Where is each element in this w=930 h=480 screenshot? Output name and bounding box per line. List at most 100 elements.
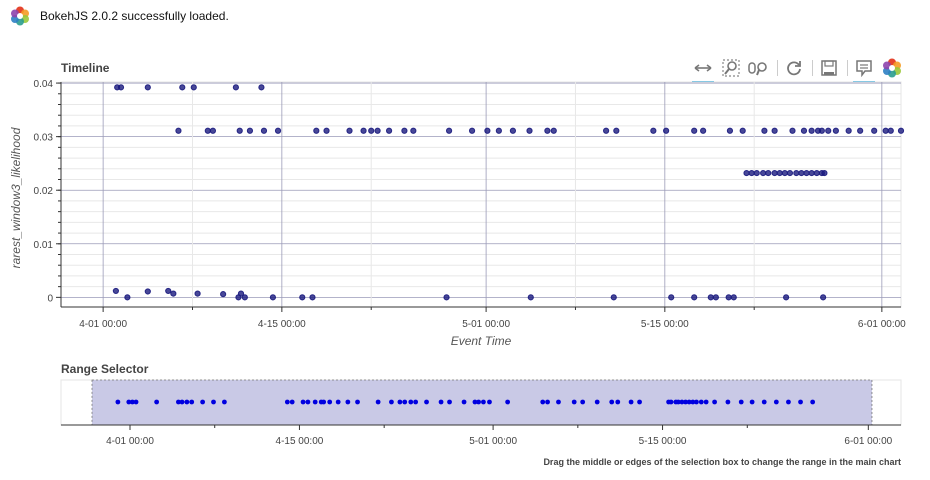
timeline-point <box>175 127 182 134</box>
range-selector-point <box>461 399 467 405</box>
timeline-point <box>368 127 375 134</box>
timeline-point <box>323 127 330 134</box>
range-selector-point <box>683 399 688 405</box>
timeline-point <box>793 169 800 177</box>
range-selector-point <box>571 399 577 405</box>
bokeh-logo-icon <box>883 58 901 78</box>
timeline-point <box>527 294 534 301</box>
range-selector-point <box>130 399 135 405</box>
timeline-point <box>346 127 353 134</box>
reset-tool[interactable] <box>781 55 807 81</box>
timeline-point <box>269 294 277 301</box>
range-selector-point <box>738 399 744 405</box>
range-selector-point <box>408 399 414 405</box>
timeline-point <box>112 287 119 295</box>
timeline-point <box>786 169 794 177</box>
range-selector-point <box>698 399 704 405</box>
timeline-point <box>691 127 698 134</box>
timeline-point <box>236 127 243 134</box>
timeline-point <box>765 169 772 177</box>
plot-toolbar <box>690 54 907 83</box>
range-selector-point <box>154 399 160 405</box>
timeline-point <box>603 127 610 134</box>
toolbar-divider <box>812 60 813 76</box>
range-selector-point <box>810 399 816 405</box>
timeline-point <box>798 169 805 177</box>
timeline-title: Timeline <box>61 61 110 75</box>
timeline-point <box>663 127 670 134</box>
range-selector-point <box>345 399 351 405</box>
range-selector-point <box>375 399 381 405</box>
bokeh-logo-link[interactable] <box>879 55 905 81</box>
range-selector-point <box>505 399 511 405</box>
timeline-point <box>610 294 617 301</box>
range-selector-point <box>761 399 767 405</box>
range-selector-title: Range Selector <box>61 362 149 376</box>
range-selector-point <box>690 399 696 405</box>
box-zoom-tool[interactable] <box>718 55 744 81</box>
timeline-point <box>691 294 698 301</box>
timeline-point <box>258 84 265 91</box>
timeline-point <box>246 127 254 134</box>
timeline-point <box>668 294 675 301</box>
range-selector-point <box>355 399 360 405</box>
timeline-axes: 4-01 00:00 4-15 00:00 5-01 00:00 5-15 00:00… <box>34 79 907 330</box>
timeline-point <box>117 84 125 91</box>
timeline-point <box>170 290 177 297</box>
timeline-point <box>385 127 393 134</box>
timeline-point <box>550 127 557 134</box>
wheel-zoom-tool[interactable] <box>746 55 772 81</box>
timeline-plot-area <box>60 81 902 308</box>
range-selector-point <box>200 399 206 405</box>
timeline-y-tick-label: 0.02 <box>34 186 54 197</box>
timeline-point <box>726 127 734 134</box>
range-selector-point <box>594 399 600 405</box>
timeline-point <box>818 127 825 134</box>
timeline-x-tick-label: 5-01 00:00 <box>462 319 510 330</box>
timeline-point <box>783 294 790 301</box>
timeline-point <box>260 127 268 134</box>
toolbar-divider <box>847 60 848 76</box>
timeline-point <box>887 127 894 134</box>
range-selector-point <box>487 399 492 405</box>
range-selector-point <box>189 399 195 405</box>
wheel-zoom-icon <box>748 62 767 76</box>
range-selector-point <box>725 399 731 405</box>
timeline-point <box>495 127 502 134</box>
timeline-point <box>771 169 778 177</box>
timeline-point <box>771 127 778 134</box>
timeline-point <box>443 294 450 301</box>
timeline-point <box>739 127 746 134</box>
range-selector-x-tick-label: 4-01 00:00 <box>106 436 154 447</box>
range-selector-point <box>668 399 674 405</box>
timeline-point <box>360 127 367 134</box>
range-selector-point <box>327 399 333 405</box>
range-selector-point <box>481 399 486 405</box>
range-selector-x-tick-label: 6-01 00:00 <box>844 436 892 447</box>
timeline-point <box>761 127 768 134</box>
range-selector-point <box>773 399 779 405</box>
timeline-point <box>241 294 248 301</box>
timeline-point <box>743 169 750 177</box>
timeline-point <box>748 169 755 177</box>
timeline-point <box>808 127 815 134</box>
timeline-point <box>144 84 151 91</box>
range-selector-point <box>397 399 403 405</box>
range-selector-chart[interactable]: 4-01 00:00 4-15 00:00 5-01 00:00 5-15 00:00… <box>0 370 930 455</box>
timeline-chart[interactable]: 4-01 00:00 4-15 00:00 5-01 00:00 5-15 00:00… <box>0 0 930 360</box>
range-selector-point <box>679 399 685 405</box>
range-selector-point <box>556 399 561 405</box>
timeline-point <box>730 294 737 301</box>
save-tool[interactable] <box>816 55 842 81</box>
timeline-point <box>613 127 620 134</box>
timeline-point <box>179 84 186 91</box>
save-icon <box>821 60 837 76</box>
reset-icon <box>787 61 801 76</box>
hover-icon <box>856 60 872 77</box>
range-selector-point <box>289 399 295 405</box>
range-selector-point <box>305 399 311 405</box>
timeline-point <box>789 127 796 134</box>
timeline-grid <box>60 81 902 308</box>
box-zoom-icon <box>722 59 740 77</box>
range-selector-point <box>749 399 755 405</box>
